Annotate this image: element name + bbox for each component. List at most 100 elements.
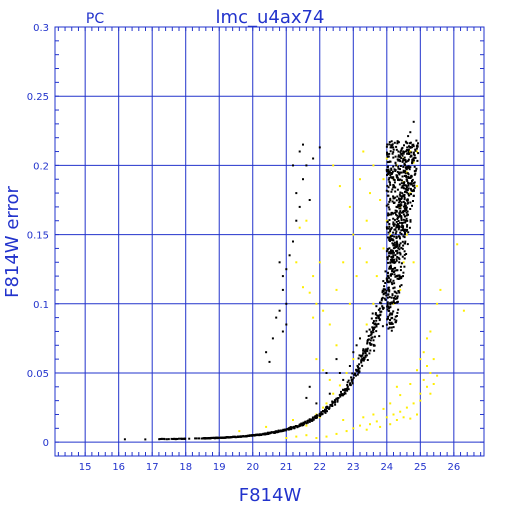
black-point: [388, 296, 391, 299]
black-point: [398, 258, 401, 261]
black-point: [400, 215, 403, 218]
black-outlier-point: [348, 365, 351, 367]
yellow-point: [305, 434, 308, 437]
black-point: [399, 155, 401, 158]
black-point: [349, 384, 352, 387]
yellow-point: [405, 233, 408, 236]
black-point: [409, 219, 412, 222]
black-point: [387, 161, 390, 163]
black-point: [380, 310, 383, 313]
black-point: [393, 181, 396, 184]
black-point: [399, 242, 402, 245]
black-point: [413, 173, 416, 176]
black-point: [391, 294, 394, 297]
yellow-point: [318, 261, 321, 264]
black-point: [287, 427, 290, 430]
black-point: [403, 193, 406, 196]
black-outlier-point: [328, 392, 331, 395]
black-point: [391, 273, 394, 276]
yellow-point: [402, 416, 405, 419]
black-point: [403, 207, 406, 210]
black-point: [407, 175, 410, 178]
black-point: [375, 323, 377, 326]
black-point: [370, 343, 373, 346]
black-point: [336, 400, 339, 403]
black-point: [391, 313, 393, 316]
black-point: [401, 229, 404, 231]
black-point: [387, 231, 390, 234]
black-point: [391, 302, 394, 305]
black-point: [398, 225, 400, 228]
black-point: [389, 160, 392, 163]
black-point: [365, 354, 368, 357]
black-outlier-point: [281, 330, 284, 333]
black-point: [358, 354, 361, 357]
black-point: [391, 152, 394, 155]
black-point: [319, 415, 322, 418]
black-point: [402, 186, 405, 189]
yellow-point: [399, 394, 402, 397]
black-point: [374, 312, 377, 315]
yellow-point: [416, 413, 418, 416]
yellow-point: [399, 410, 402, 413]
yellow-point: [429, 372, 432, 374]
black-point: [235, 436, 238, 439]
black-point: [401, 192, 404, 195]
black-point: [202, 437, 205, 440]
yellow-point: [345, 372, 348, 374]
black-outlier-point: [338, 372, 341, 374]
black-point: [395, 236, 398, 239]
black-point: [388, 314, 391, 317]
y-tick-label: 0.25: [27, 92, 49, 103]
yellow-point: [416, 369, 418, 372]
black-point: [409, 177, 412, 179]
black-point: [389, 306, 392, 309]
black-point: [409, 146, 412, 149]
black-point: [392, 256, 395, 258]
black-point: [416, 159, 419, 162]
black-point: [417, 142, 419, 145]
black-point: [372, 331, 375, 334]
black-outlier-point: [342, 378, 345, 381]
black-point: [357, 357, 360, 360]
black-point: [386, 166, 389, 168]
y-tick-label: 0.2: [33, 161, 49, 172]
black-point: [400, 171, 403, 174]
black-point: [398, 261, 401, 264]
black-point: [389, 171, 392, 174]
y-tick-label: 0: [43, 438, 49, 449]
black-point: [300, 422, 303, 425]
black-point: [351, 378, 354, 381]
black-point: [390, 296, 393, 299]
yellow-point: [352, 233, 355, 236]
black-point: [389, 280, 392, 283]
black-point: [362, 352, 365, 355]
black-point: [396, 142, 399, 145]
black-point: [395, 220, 398, 223]
black-point: [388, 200, 391, 203]
black-point: [403, 265, 406, 268]
black-point: [238, 435, 241, 438]
black-point: [205, 437, 208, 440]
black-point: [388, 252, 391, 255]
yellow-point: [342, 261, 345, 264]
black-point: [347, 388, 350, 391]
black-point: [413, 170, 416, 173]
black-point: [390, 168, 393, 171]
black-point: [382, 280, 385, 283]
black-point: [395, 250, 398, 252]
black-point: [392, 301, 395, 304]
black-point: [347, 379, 350, 382]
black-point: [387, 327, 390, 330]
black-point: [400, 211, 403, 214]
black-point: [387, 186, 390, 189]
black-point: [393, 228, 396, 231]
yellow-point: [359, 178, 361, 181]
black-point: [400, 201, 403, 204]
black-point: [299, 424, 302, 427]
black-point: [387, 190, 390, 193]
black-point: [387, 227, 390, 230]
black-point: [407, 173, 410, 176]
black-point: [404, 240, 407, 243]
yellow-point: [318, 416, 321, 419]
